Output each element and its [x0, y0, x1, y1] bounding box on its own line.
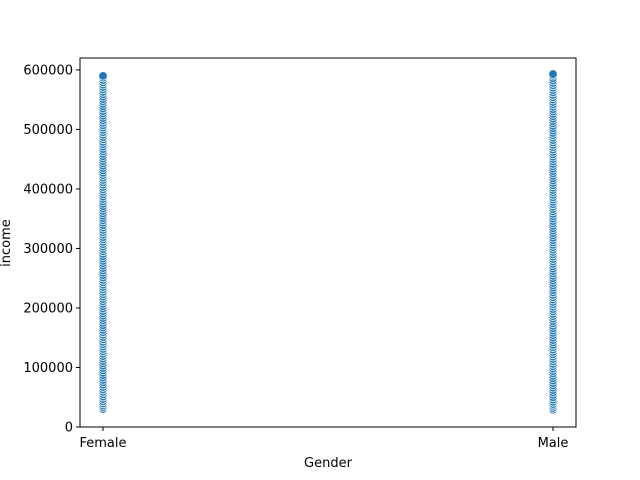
y-axis: 0 100000 200000 300000 400000 500000 600000 — [23, 63, 80, 436]
y-tick-label: 0 — [65, 421, 73, 436]
y-tick-label: 500000 — [23, 123, 73, 138]
y-tick-label: 100000 — [23, 361, 73, 376]
y-tick-label: 300000 — [23, 242, 73, 257]
plot-area — [79, 57, 577, 428]
data-point — [98, 71, 108, 81]
y-tick-label: 200000 — [23, 301, 73, 316]
y-axis-label: income — [0, 219, 14, 267]
y-tick-label: 400000 — [23, 182, 73, 197]
x-axis-label: Gender — [304, 456, 353, 471]
data-point — [548, 69, 558, 79]
data-points — [98, 69, 558, 415]
x-tick-label: Female — [79, 436, 126, 451]
x-tick-label: Male — [538, 436, 569, 451]
x-axis: Female Male — [79, 427, 568, 451]
y-tick-label: 600000 — [23, 63, 73, 78]
